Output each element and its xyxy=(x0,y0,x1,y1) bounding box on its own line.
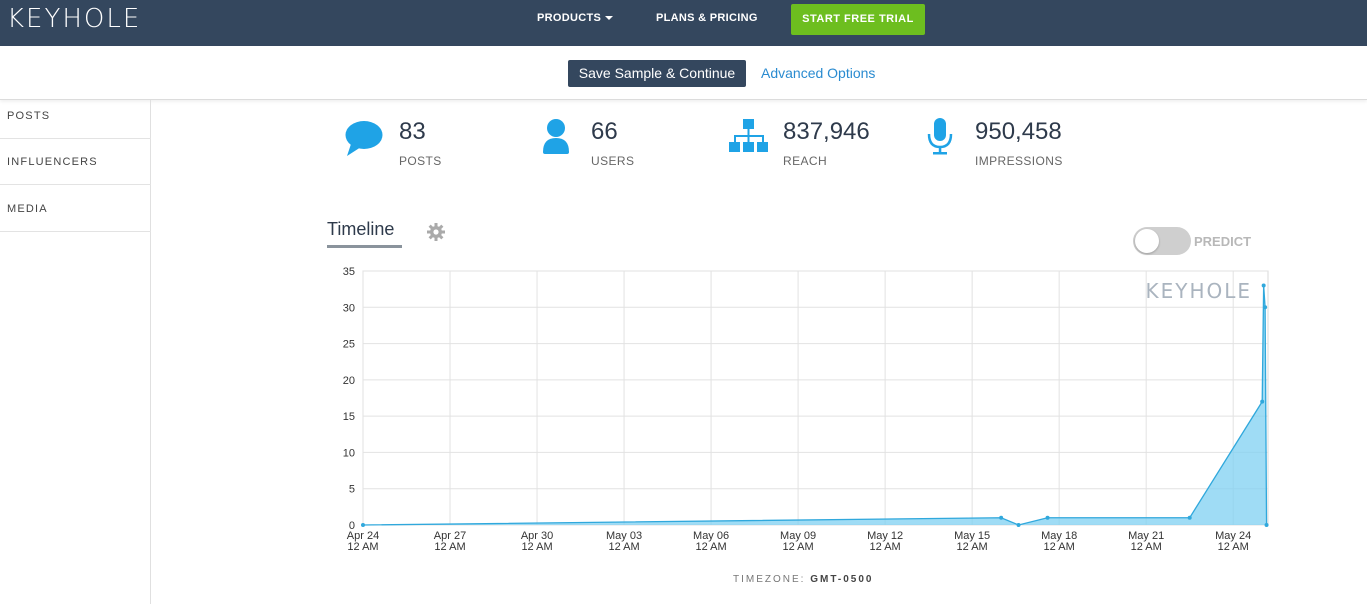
caret-down-icon xyxy=(605,16,614,21)
data-point xyxy=(1261,283,1266,288)
sidebar-item-label: INFLUENCERS xyxy=(7,156,98,168)
x-tick-label: May 21 xyxy=(1128,530,1164,542)
chart-frame xyxy=(362,270,1269,526)
chart-grid xyxy=(362,270,1269,526)
timezone-label: TIMEZONE: GMT-0500 xyxy=(733,574,873,585)
stat-label: IMPRESSIONS xyxy=(975,154,1063,168)
advanced-options-link[interactable]: Advanced Options xyxy=(761,65,876,81)
x-tick-label: Apr 27 xyxy=(434,530,466,542)
x-tick-label: May 15 xyxy=(954,530,990,542)
x-tick-label: 12 AM xyxy=(957,541,988,553)
x-tick-label: 12 AM xyxy=(1044,541,1075,553)
y-tick-label: 10 xyxy=(343,447,355,459)
x-tick-label: May 12 xyxy=(867,530,903,542)
x-tick-label: 12 AM xyxy=(1218,541,1249,553)
user-icon xyxy=(543,119,569,154)
y-tick-label: 15 xyxy=(343,411,355,423)
data-point xyxy=(999,515,1004,520)
data-point xyxy=(1187,515,1192,520)
y-tick-label: 25 xyxy=(343,339,355,351)
stat-posts: 83 POSTS xyxy=(345,118,515,168)
x-tick-label: May 18 xyxy=(1041,530,1077,542)
y-tick-label: 35 xyxy=(343,266,355,278)
sidebar-item-label: POSTS xyxy=(7,110,51,122)
stat-label: POSTS xyxy=(399,154,442,168)
chart-series xyxy=(361,283,1269,527)
data-point xyxy=(1263,305,1268,310)
chat-bubble-icon xyxy=(345,121,383,156)
products-label: PRODUCTS xyxy=(537,12,602,24)
predict-label: PREDICT xyxy=(1194,234,1252,249)
sidebar-item-label: MEDIA xyxy=(7,203,48,215)
x-tick-label: May 24 xyxy=(1215,530,1251,542)
stat-value: 83 xyxy=(399,118,426,145)
x-tick-label: 12 AM xyxy=(695,541,726,553)
chart-watermark: KEYHOLE xyxy=(1145,279,1252,303)
x-tick-label: May 09 xyxy=(780,530,816,542)
toggle-knob xyxy=(1135,229,1159,253)
stat-value: 837,946 xyxy=(783,118,870,145)
y-tick-label: 20 xyxy=(343,375,355,387)
x-tick-label: 12 AM xyxy=(434,541,465,553)
timezone-value: GMT-0500 xyxy=(810,574,874,585)
y-tick-label: 30 xyxy=(343,302,355,314)
stat-reach: 837,946 REACH xyxy=(729,118,899,168)
timezone-prefix: TIMEZONE: xyxy=(733,574,806,585)
x-tick-label: 12 AM xyxy=(1131,541,1162,553)
x-tick-label: 12 AM xyxy=(347,541,378,553)
sidebar-item-media[interactable]: MEDIA xyxy=(0,185,151,232)
stat-label: USERS xyxy=(591,154,635,168)
x-tick-label: 12 AM xyxy=(870,541,901,553)
stat-value: 66 xyxy=(591,118,618,145)
sidebar: POSTS INFLUENCERS MEDIA xyxy=(0,100,151,604)
tab-timeline[interactable]: Timeline xyxy=(327,219,402,248)
microphone-icon xyxy=(927,118,953,155)
keyhole-logo[interactable]: KEYHOLE xyxy=(7,4,142,34)
start-free-trial-button[interactable]: START FREE TRIAL xyxy=(791,4,925,35)
x-tick-label: 12 AM xyxy=(783,541,814,553)
top-navbar: KEYHOLE PRODUCTS PLANS & PRICING START F… xyxy=(0,0,1367,46)
data-point xyxy=(1264,523,1269,527)
action-bar: Save Sample & Continue Advanced Options xyxy=(0,46,1367,100)
sidebar-item-posts[interactable]: POSTS xyxy=(0,100,151,139)
data-point xyxy=(1016,523,1021,527)
predict-toggle[interactable] xyxy=(1133,227,1191,255)
products-menu[interactable]: PRODUCTS xyxy=(537,12,614,24)
x-tick-label: 12 AM xyxy=(521,541,552,553)
sidebar-item-influencers[interactable]: INFLUENCERS xyxy=(0,139,151,185)
stat-users: 66 USERS xyxy=(541,118,711,168)
y-tick-label: 5 xyxy=(349,484,355,496)
x-tick-label: Apr 30 xyxy=(521,530,553,542)
stat-impressions: 950,458 IMPRESSIONS xyxy=(927,118,1107,168)
gear-icon[interactable] xyxy=(426,222,446,242)
data-point xyxy=(1260,399,1265,404)
data-point xyxy=(361,523,365,527)
save-sample-continue-button[interactable]: Save Sample & Continue xyxy=(568,60,746,87)
x-tick-label: May 03 xyxy=(606,530,642,542)
network-icon xyxy=(729,119,768,152)
plans-pricing-link[interactable]: PLANS & PRICING xyxy=(656,12,758,24)
x-tick-label: 12 AM xyxy=(608,541,639,553)
stat-value: 950,458 xyxy=(975,118,1062,145)
stat-label: REACH xyxy=(783,154,828,168)
x-tick-label: Apr 24 xyxy=(347,530,379,542)
data-point xyxy=(1045,515,1050,520)
x-tick-label: May 06 xyxy=(693,530,729,542)
y-tick-label: 0 xyxy=(349,520,355,532)
